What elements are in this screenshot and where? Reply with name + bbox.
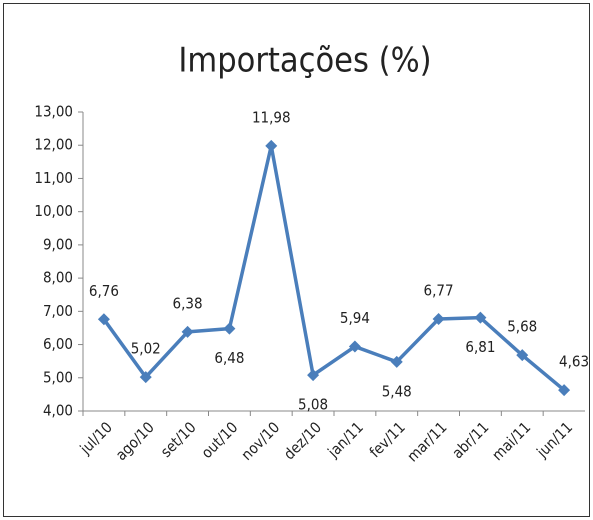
data-label: 5,48 <box>382 382 412 400</box>
chart-frame <box>3 3 590 517</box>
data-label: 6,48 <box>214 349 244 367</box>
y-tick-label: 5,00 <box>43 368 73 386</box>
data-label: 5,94 <box>340 309 370 327</box>
data-point <box>97 313 110 326</box>
data-point <box>432 312 445 325</box>
data-point <box>181 325 194 338</box>
data-label: 11,98 <box>252 108 291 126</box>
data-point <box>139 371 152 384</box>
series-line <box>102 144 566 392</box>
data-label: 6,81 <box>465 338 495 356</box>
y-tick-label: 7,00 <box>43 302 73 320</box>
data-label: 4,63 <box>559 353 589 371</box>
data-point <box>348 340 361 353</box>
data-label: 5,08 <box>298 396 328 414</box>
data-point <box>307 369 320 382</box>
data-point <box>516 349 529 362</box>
y-tick-label: 10,00 <box>34 202 73 220</box>
y-tick-label: 9,00 <box>43 235 73 253</box>
data-label: 5,02 <box>131 340 161 358</box>
data-point <box>223 322 236 335</box>
chart-title: Importações (%) <box>178 41 431 81</box>
y-tick-label: 13,00 <box>34 103 73 121</box>
y-tick-label: 8,00 <box>43 269 73 287</box>
y-tick-label: 11,00 <box>34 169 73 187</box>
data-point <box>474 311 487 324</box>
data-label: 6,38 <box>173 294 203 312</box>
data-point <box>390 355 403 368</box>
y-tick-label: 4,00 <box>43 402 73 420</box>
data-point <box>265 139 278 152</box>
data-label: 6,76 <box>89 282 119 300</box>
y-tick-label: 12,00 <box>34 136 73 154</box>
data-point <box>558 384 571 397</box>
data-label: 5,68 <box>507 318 537 336</box>
data-label: 6,77 <box>424 281 454 299</box>
y-tick-label: 6,00 <box>43 335 73 353</box>
